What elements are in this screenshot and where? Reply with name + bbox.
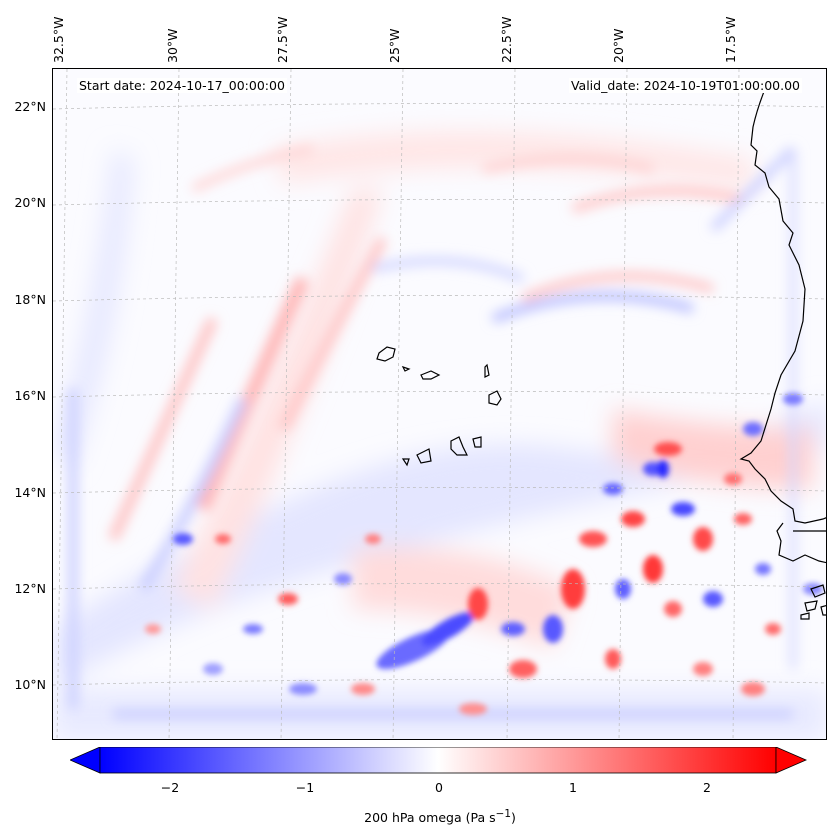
omega-convective-cells <box>145 393 823 715</box>
lat-label-20n: 20°N <box>14 195 46 210</box>
valid-date-label: Valid_date: 2024-10-19T01:00:00.00 <box>568 78 802 93</box>
colorbar-label-text: 200 hPa omega (Pa s <box>364 810 496 826</box>
map-panel[interactable]: Start date: 2024-10-17_00:00:00 Valid_da… <box>52 68 827 740</box>
lat-label-10n: 10°N <box>14 677 46 692</box>
lon-label-22-5w: 22.5°W <box>499 16 514 63</box>
lat-label-14n: 14°N <box>14 485 46 500</box>
coastline <box>739 88 826 564</box>
map-gridlines <box>53 69 826 739</box>
lat-label-22n: 22°N <box>14 99 46 114</box>
cabo-verde-islands <box>376 346 502 467</box>
lat-label-16n: 16°N <box>14 388 46 403</box>
colorbar-tick-minus-2: −2 <box>160 780 180 795</box>
lon-label-17-5w: 17.5°W <box>723 16 738 63</box>
lat-label-18n: 18°N <box>14 292 46 307</box>
lon-label-27-5w: 27.5°W <box>275 16 290 63</box>
colorbar-extend-min <box>70 747 101 774</box>
coastline-bijagos <box>800 584 826 620</box>
start-date-label: Start date: 2024-10-17_00:00:00 <box>77 78 287 93</box>
lon-label-32-5w: 32.5°W <box>51 16 66 63</box>
lon-label-25w: 25°W <box>387 28 402 63</box>
colorbar-tick-minus-1: −1 <box>295 780 315 795</box>
omega-field-map <box>53 69 826 739</box>
colorbar-label-exponent: −1 <box>495 808 511 820</box>
colorbar <box>70 747 808 774</box>
lon-label-30w: 30°W <box>165 28 180 63</box>
omega-streaks <box>68 145 796 718</box>
colorbar-tick-1: 1 <box>569 780 577 795</box>
colorbar-gradient <box>99 747 777 774</box>
lon-label-20w: 20°W <box>611 28 626 63</box>
colorbar-label: 200 hPa omega (Pa s−1) <box>0 808 837 825</box>
colorbar-label-close: ) <box>510 810 516 826</box>
colorbar-tick-2: 2 <box>703 780 711 795</box>
colorbar-tick-0: 0 <box>435 780 443 795</box>
lat-label-12n: 12°N <box>14 581 46 596</box>
colorbar-extend-max <box>775 747 808 774</box>
